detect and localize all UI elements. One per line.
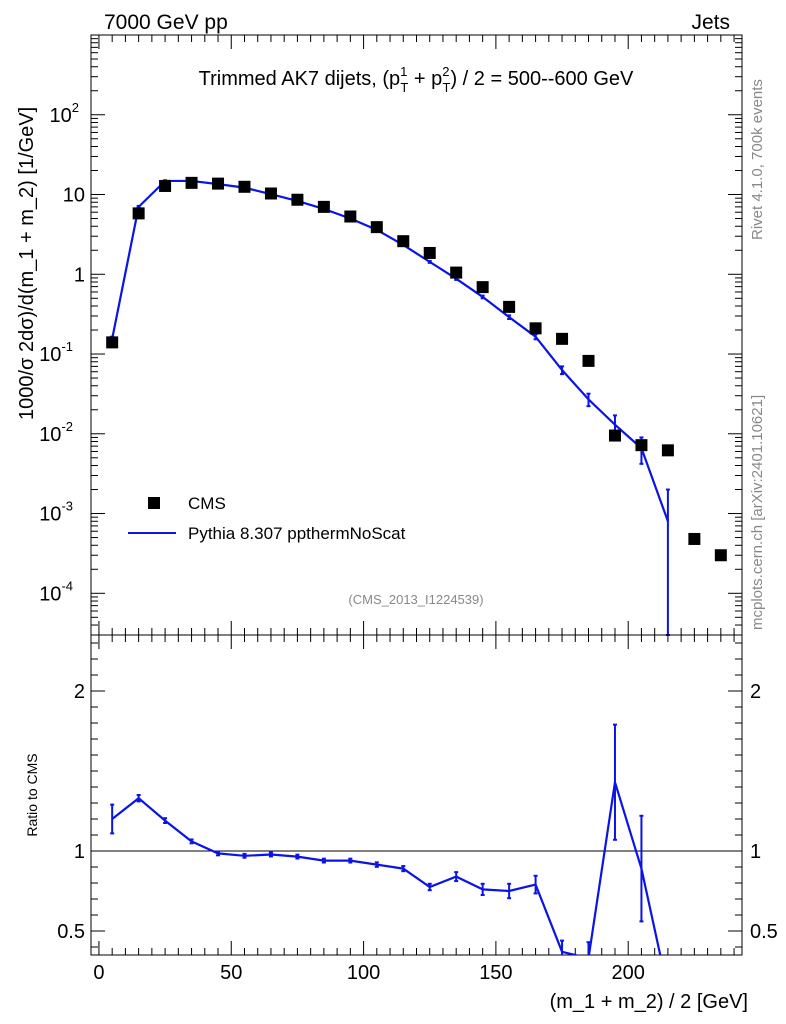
x-tick-label: 200 — [612, 962, 645, 984]
cms-point — [106, 336, 119, 349]
ratio-line — [111, 781, 662, 955]
cms-point — [476, 281, 489, 294]
ratio-plot-axes: 0 50 100 150 200 0.5 0.5 1 1 2 2 — [57, 634, 778, 984]
header-left: 7000 GeV pp — [104, 11, 228, 34]
main-plot-data — [106, 176, 727, 636]
ratio-y-axis-label: Ratio to CMS — [24, 753, 40, 836]
cms-point — [582, 354, 595, 367]
ylabel-part-a: 1000/ — [16, 370, 38, 420]
x-tick-label: 50 — [220, 962, 242, 984]
y-axis-label: 1000/σ 2dσ)/d(m_1 + m_2) [1/GeV] — [16, 107, 38, 420]
y-tick-label: 10 — [63, 185, 85, 207]
tick-exponent: -1 — [61, 339, 73, 354]
cms-point — [159, 179, 172, 192]
pythia-line — [111, 179, 669, 522]
ratio-y-tick-label: 0.5 — [57, 921, 85, 943]
ylabel-part-c: )/d(m_1 + m_2) [1/GeV] — [16, 107, 38, 318]
title-sub-t-1: T — [400, 80, 408, 95]
title-sup-1: 1 — [400, 64, 407, 79]
title-sup-2: 2 — [442, 64, 449, 79]
y-tick-label: 102 — [50, 100, 79, 127]
x-tick-label: 150 — [479, 962, 512, 984]
chart-title: Trimmed AK7 dijets, (p1 T + p2 T) / 2 = 50… — [199, 64, 634, 95]
cms-point — [714, 549, 727, 562]
tick-exponent: -2 — [61, 419, 73, 434]
cms-point — [661, 444, 674, 457]
ratio-y-tick-label: 2 — [74, 681, 85, 703]
ylabel-sigma-1: σ — [16, 357, 38, 370]
y-tick-label: 10-1 — [39, 339, 73, 366]
x-tick-label: 100 — [347, 962, 380, 984]
cms-point — [264, 187, 277, 200]
title-part-b: + p — [408, 68, 442, 90]
y-tick-label: 10-3 — [39, 499, 73, 526]
tick-base: 10 — [39, 583, 61, 605]
x-axis-label: (m_1 + m_2) / 2 [GeV] — [550, 991, 748, 1013]
tick-base: 10 — [39, 344, 61, 366]
y-tick-label: 10-4 — [39, 578, 73, 605]
ratio-plot-data — [110, 723, 662, 955]
y-tick-label: 1 — [74, 264, 85, 286]
ratio-y-tick-label-right: 2 — [750, 681, 761, 703]
tick-base: 10 — [39, 504, 61, 526]
cms-point — [185, 176, 198, 189]
main-plot-frame — [90, 34, 743, 636]
legend-pythia-label: Pythia 8.307 ppthermNoScat — [188, 524, 406, 543]
cms-point — [556, 332, 569, 345]
y-tick-label: 10-2 — [39, 419, 73, 446]
tick-exponent: -3 — [61, 499, 73, 514]
cms-point — [238, 180, 251, 193]
title-part-a: Trimmed AK7 dijets, (p — [199, 68, 401, 90]
legend: CMS Pythia 8.307 ppthermNoScat — [128, 494, 406, 543]
mcplots-label: mcplots.cern.ch [arXiv:2401.10621] — [749, 395, 766, 630]
cms-point — [529, 322, 542, 335]
tick-exponent: 2 — [72, 100, 79, 115]
cms-point — [344, 210, 357, 223]
cms-point — [503, 300, 516, 313]
cms-point — [635, 439, 648, 452]
cms-point — [291, 193, 304, 206]
cms-point — [317, 200, 330, 213]
tick-base: 10 — [39, 424, 61, 446]
cms-point — [212, 177, 225, 190]
tick-base: 10 — [50, 105, 72, 127]
cms-point — [132, 207, 145, 220]
analysis-watermark: (CMS_2013_I1224539) — [348, 592, 483, 607]
ylabel-part-b: 2d — [16, 330, 38, 358]
cms-point — [450, 266, 463, 279]
title-part-c: ) / 2 = 500--600 GeV — [450, 68, 634, 90]
cms-point — [688, 532, 701, 545]
title-sub-t-2: T — [443, 80, 451, 95]
x-tick-label: 0 — [93, 962, 104, 984]
ylabel-sigma-2: σ — [16, 317, 38, 330]
ratio-y-tick-label: 1 — [74, 841, 85, 863]
ratio-y-tick-label-right: 0.5 — [750, 921, 778, 943]
legend-cms-label: CMS — [188, 494, 226, 513]
cms-point — [397, 235, 410, 248]
rivet-label: Rivet 4.1.0, 700k events — [749, 79, 766, 240]
cms-point — [370, 221, 383, 234]
legend-cms-marker — [148, 497, 160, 509]
header-right: Jets — [691, 11, 730, 34]
ratio-plot-frame — [90, 634, 743, 956]
cms-point — [608, 429, 621, 442]
tick-exponent: -4 — [61, 578, 73, 593]
cms-point — [423, 246, 436, 259]
ratio-y-tick-label-right: 1 — [750, 841, 761, 863]
